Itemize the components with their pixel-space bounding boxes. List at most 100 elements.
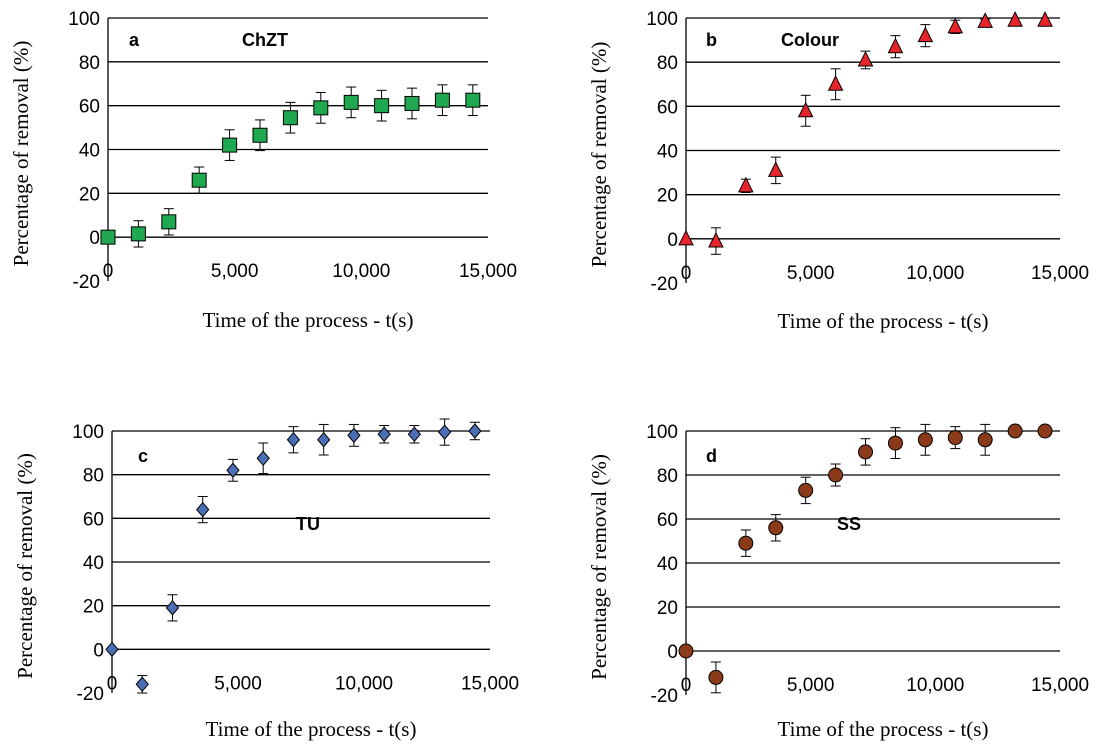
y-tick-label: 40 bbox=[83, 553, 104, 574]
data-point-square bbox=[100, 229, 116, 245]
x-axis-title: Time of the process - t(s) bbox=[778, 717, 989, 741]
panel-letter: c bbox=[138, 446, 148, 466]
data-point-circle bbox=[798, 482, 814, 498]
x-tick-label: 0 bbox=[681, 263, 692, 284]
x-tick-label: 5,000 bbox=[787, 263, 835, 284]
y-tick-label: 20 bbox=[657, 186, 678, 207]
data-point-diamond bbox=[135, 676, 149, 693]
data-point-circle bbox=[708, 669, 724, 685]
data-point-square bbox=[404, 95, 420, 111]
data-point-triangle bbox=[827, 75, 844, 91]
x-tick-label: 0 bbox=[681, 675, 692, 696]
y-axis-title: Percentage of removal (%) bbox=[587, 454, 611, 680]
y-tick-label: 20 bbox=[657, 598, 678, 619]
data-point-square bbox=[191, 172, 207, 188]
data-point-diamond bbox=[105, 641, 119, 658]
data-point-triangle bbox=[887, 37, 904, 54]
y-tick-label: 20 bbox=[79, 184, 100, 205]
panel-letter: b bbox=[706, 30, 717, 50]
x-tick-label: 15,000 bbox=[459, 261, 517, 282]
data-point-triangle bbox=[708, 231, 724, 248]
x-tick-label: 10,000 bbox=[332, 261, 390, 282]
data-point-circle bbox=[678, 643, 694, 659]
y-tick-label: 40 bbox=[79, 141, 100, 162]
y-tick-label: 0 bbox=[667, 230, 678, 251]
y-tick-label: 100 bbox=[68, 9, 100, 30]
y-tick-label: 100 bbox=[646, 9, 678, 30]
series-label: TU bbox=[296, 514, 320, 534]
data-point-diamond bbox=[226, 462, 240, 479]
y-tick-label: 0 bbox=[667, 642, 678, 663]
series-label: SS bbox=[837, 514, 861, 534]
y-tick-label: 80 bbox=[83, 466, 104, 487]
data-point-diamond bbox=[256, 450, 270, 467]
data-point-diamond bbox=[165, 600, 180, 616]
data-point-triangle bbox=[767, 161, 784, 177]
y-tick-label: 100 bbox=[646, 422, 678, 443]
data-point-triangle bbox=[917, 26, 934, 43]
y-axis-title: Percentage of removal (%) bbox=[13, 453, 37, 679]
data-point-diamond bbox=[196, 501, 210, 518]
y-tick-label: 40 bbox=[657, 554, 678, 575]
data-point-circle bbox=[977, 432, 993, 448]
x-tick-label: 10,000 bbox=[335, 673, 393, 694]
data-point-triangle bbox=[857, 50, 874, 67]
data-point-triangle bbox=[1007, 11, 1023, 27]
x-tick-label: 15,000 bbox=[1031, 675, 1089, 696]
data-point-diamond bbox=[286, 431, 301, 448]
data-point-triangle bbox=[947, 17, 964, 34]
x-tick-label: 0 bbox=[103, 261, 114, 282]
x-tick-label: 5,000 bbox=[214, 673, 262, 694]
y-tick-label: 60 bbox=[79, 97, 100, 118]
data-point-triangle bbox=[738, 176, 754, 193]
data-point-diamond bbox=[347, 427, 361, 444]
data-point-circle bbox=[858, 444, 874, 460]
y-tick-label: 0 bbox=[93, 640, 104, 661]
y-tick-label: 80 bbox=[79, 53, 100, 74]
panel-letter: d bbox=[706, 446, 717, 466]
x-axis-title: Time of the process - t(s) bbox=[203, 308, 414, 332]
y-axis-title: Percentage of removal (%) bbox=[587, 42, 611, 268]
data-point-diamond bbox=[437, 424, 452, 440]
data-point-square bbox=[161, 214, 177, 230]
data-point-triangle bbox=[977, 12, 994, 28]
data-point-circle bbox=[738, 535, 754, 551]
series-label: ChZT bbox=[242, 30, 288, 50]
data-point-triangle bbox=[678, 229, 694, 246]
data-point-square bbox=[374, 98, 390, 114]
panel-letter: a bbox=[129, 30, 140, 50]
data-point-square bbox=[465, 92, 481, 108]
data-point-circle bbox=[917, 432, 933, 448]
y-tick-label: -20 bbox=[651, 686, 678, 707]
series-label: Colour bbox=[781, 30, 839, 50]
y-tick-label: 80 bbox=[657, 466, 678, 487]
y-tick-label: 80 bbox=[657, 53, 678, 74]
x-tick-label: 10,000 bbox=[906, 263, 964, 284]
y-tick-label: 40 bbox=[657, 142, 678, 163]
x-tick-label: 5,000 bbox=[211, 261, 259, 282]
y-tick-label: 100 bbox=[72, 422, 104, 443]
y-tick-label: 60 bbox=[83, 509, 104, 530]
x-tick-label: 0 bbox=[107, 673, 118, 694]
data-point-square bbox=[313, 100, 329, 116]
data-point-diamond bbox=[407, 426, 422, 443]
x-axis-title: Time of the process - t(s) bbox=[206, 717, 417, 741]
y-tick-label: 0 bbox=[89, 228, 100, 249]
data-point-diamond bbox=[468, 423, 482, 439]
x-axis-title: Time of the process - t(s) bbox=[778, 309, 989, 333]
data-point-circle bbox=[887, 435, 903, 451]
data-point-circle bbox=[828, 467, 844, 483]
x-tick-label: 15,000 bbox=[461, 673, 519, 694]
y-tick-label: 60 bbox=[657, 97, 678, 118]
data-point-square bbox=[282, 110, 298, 126]
y-tick-label: -20 bbox=[77, 684, 104, 705]
data-point-square bbox=[130, 226, 146, 242]
data-point-square bbox=[252, 127, 268, 143]
y-axis-title: Percentage of removal (%) bbox=[9, 41, 33, 267]
data-point-circle bbox=[947, 430, 963, 446]
y-tick-label: -20 bbox=[73, 272, 100, 293]
